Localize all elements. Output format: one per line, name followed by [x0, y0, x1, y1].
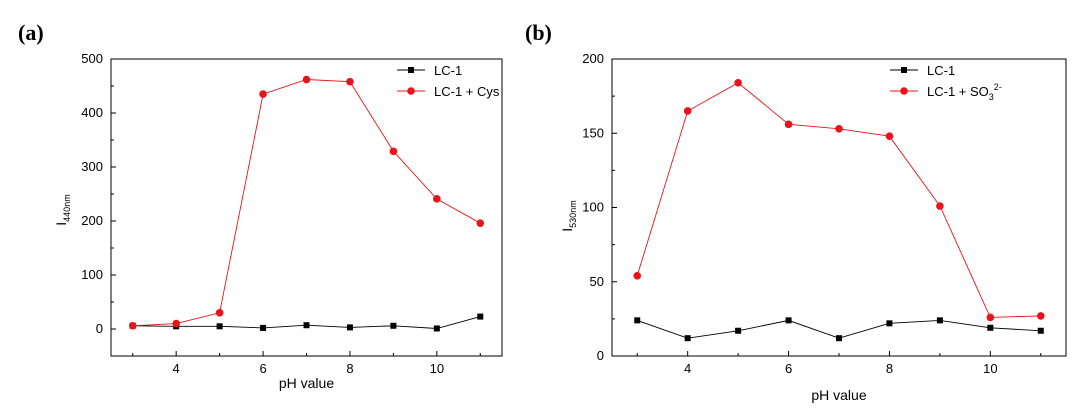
data-point	[389, 147, 398, 156]
data-point	[172, 319, 180, 328]
panel-label: (a)	[18, 20, 44, 45]
y-tick-label: 400	[81, 105, 103, 120]
y-tick-label: 150	[582, 125, 604, 140]
x-tick-label: 8	[346, 361, 353, 376]
data-point	[346, 77, 354, 86]
x-tick-label: 8	[886, 361, 893, 376]
data-point	[346, 324, 353, 331]
data-point	[302, 75, 311, 84]
series-lc-1-so	[633, 78, 1045, 322]
x-tick-label: 10	[430, 361, 444, 376]
legend-marker	[408, 67, 414, 73]
y-tick-label: 0	[597, 348, 604, 363]
data-point	[215, 309, 224, 317]
data-point	[477, 313, 484, 320]
data-point	[1037, 327, 1044, 334]
data-point	[216, 323, 223, 330]
data-point	[259, 90, 267, 98]
y-tick-label: 0	[96, 321, 103, 336]
data-point	[433, 195, 441, 203]
series-line	[636, 82, 1041, 318]
data-point	[886, 320, 893, 327]
data-point	[936, 317, 943, 324]
legend-marker	[407, 87, 415, 95]
x-tick-label: 10	[983, 361, 997, 376]
y-tick-label: 300	[81, 159, 103, 174]
legend-label: LC-1	[434, 63, 462, 78]
series-lc-1	[634, 317, 1044, 342]
data-point	[734, 78, 742, 87]
legend-marker	[900, 87, 908, 95]
x-tick-label: 6	[259, 361, 266, 376]
data-point	[986, 313, 995, 322]
x-tick-label: 4	[173, 361, 180, 376]
data-point	[684, 335, 691, 342]
y-tick-label: 500	[81, 51, 103, 66]
data-point	[433, 325, 440, 332]
data-point	[784, 120, 793, 129]
x-axis-title: pH value	[811, 387, 866, 403]
data-point	[987, 324, 994, 331]
y-tick-label: 200	[582, 51, 604, 66]
x-axis-title: pH value	[279, 375, 334, 391]
series-lc-1-cys	[128, 75, 485, 330]
data-point	[683, 107, 692, 115]
legend-label: LC-1	[927, 63, 955, 78]
x-tick-label: 4	[684, 361, 691, 376]
plot-frame	[611, 58, 1067, 357]
plot-frame	[110, 58, 503, 357]
legend-label: LC-1 + SO32-	[927, 82, 1002, 102]
data-point	[128, 321, 137, 330]
data-point	[735, 327, 742, 334]
series-line	[132, 79, 481, 327]
y-axis-title: I530nm	[559, 200, 578, 231]
y-tick-label: 100	[582, 200, 604, 215]
data-point	[1036, 312, 1045, 320]
data-point	[303, 322, 310, 329]
data-point	[885, 132, 894, 141]
legend-marker	[901, 67, 907, 73]
y-tick-label: 50	[590, 274, 604, 289]
data-point	[390, 322, 397, 329]
data-point	[634, 317, 641, 324]
data-point	[835, 124, 843, 133]
data-point	[836, 335, 842, 342]
data-point	[785, 317, 792, 324]
x-tick-label: 6	[785, 361, 792, 376]
y-axis-title: I440nm	[53, 194, 72, 225]
series-lc-1	[129, 313, 484, 332]
panel-label: (b)	[525, 20, 552, 45]
y-tick-label: 100	[81, 267, 103, 282]
y-tick-label: 200	[81, 213, 103, 228]
data-point	[476, 219, 485, 227]
data-point	[936, 202, 944, 210]
legend-label: LC-1 + Cys	[434, 84, 500, 99]
data-point	[633, 272, 642, 280]
data-point	[260, 324, 267, 331]
